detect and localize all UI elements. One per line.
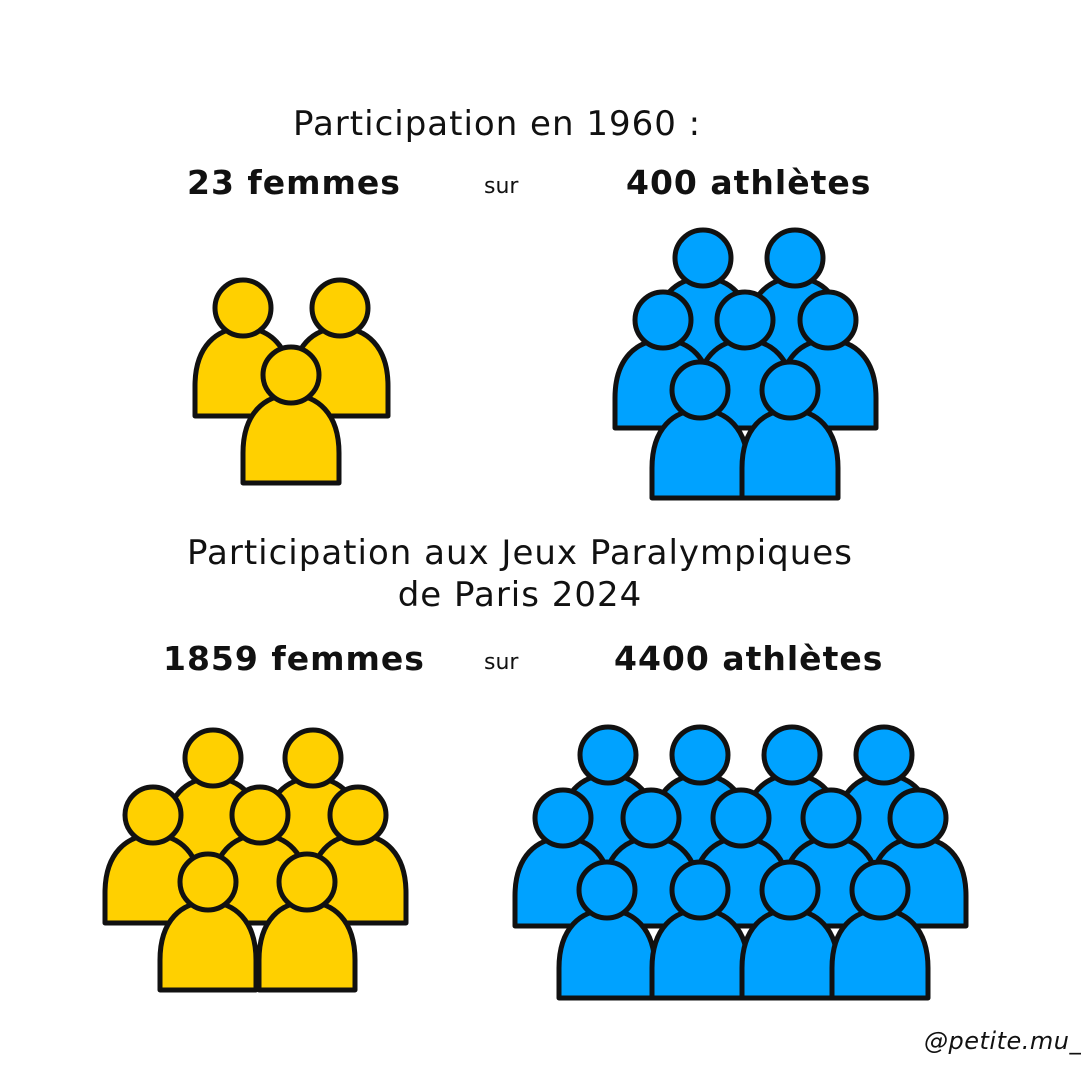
athletes-count-2024: 4400 athlètes <box>614 639 884 678</box>
person-icon <box>694 289 796 431</box>
title-1960: Participation en 1960 : <box>293 104 702 144</box>
connector-2024: sur <box>484 650 519 675</box>
author-signature: @petite.mu_ <box>924 1027 1081 1055</box>
women-group-2024 <box>102 727 409 993</box>
person-icon <box>157 851 259 993</box>
women-count-2024: 1859 femmes <box>163 639 425 678</box>
person-icon <box>256 851 358 993</box>
person-icon <box>739 859 841 1001</box>
person-icon <box>649 859 751 1001</box>
athletes-group-1960 <box>612 227 879 501</box>
title-2024-line2: de Paris 2024 <box>397 575 643 615</box>
athletes-count-1960: 400 athlètes <box>626 163 872 202</box>
person-icon <box>102 784 204 926</box>
women-count-1960: 23 femmes <box>187 163 401 202</box>
person-icon <box>649 359 751 501</box>
person-icon <box>829 859 931 1001</box>
person-icon <box>739 359 841 501</box>
title-2024-line1: Participation aux Jeux Paralympiques <box>187 533 853 573</box>
connector-1960: sur <box>484 174 519 199</box>
athletes-group-2024 <box>512 724 969 1001</box>
person-icon <box>556 859 658 1001</box>
person-icon <box>240 344 342 486</box>
person-icon <box>289 277 391 419</box>
women-group-1960 <box>192 277 391 486</box>
